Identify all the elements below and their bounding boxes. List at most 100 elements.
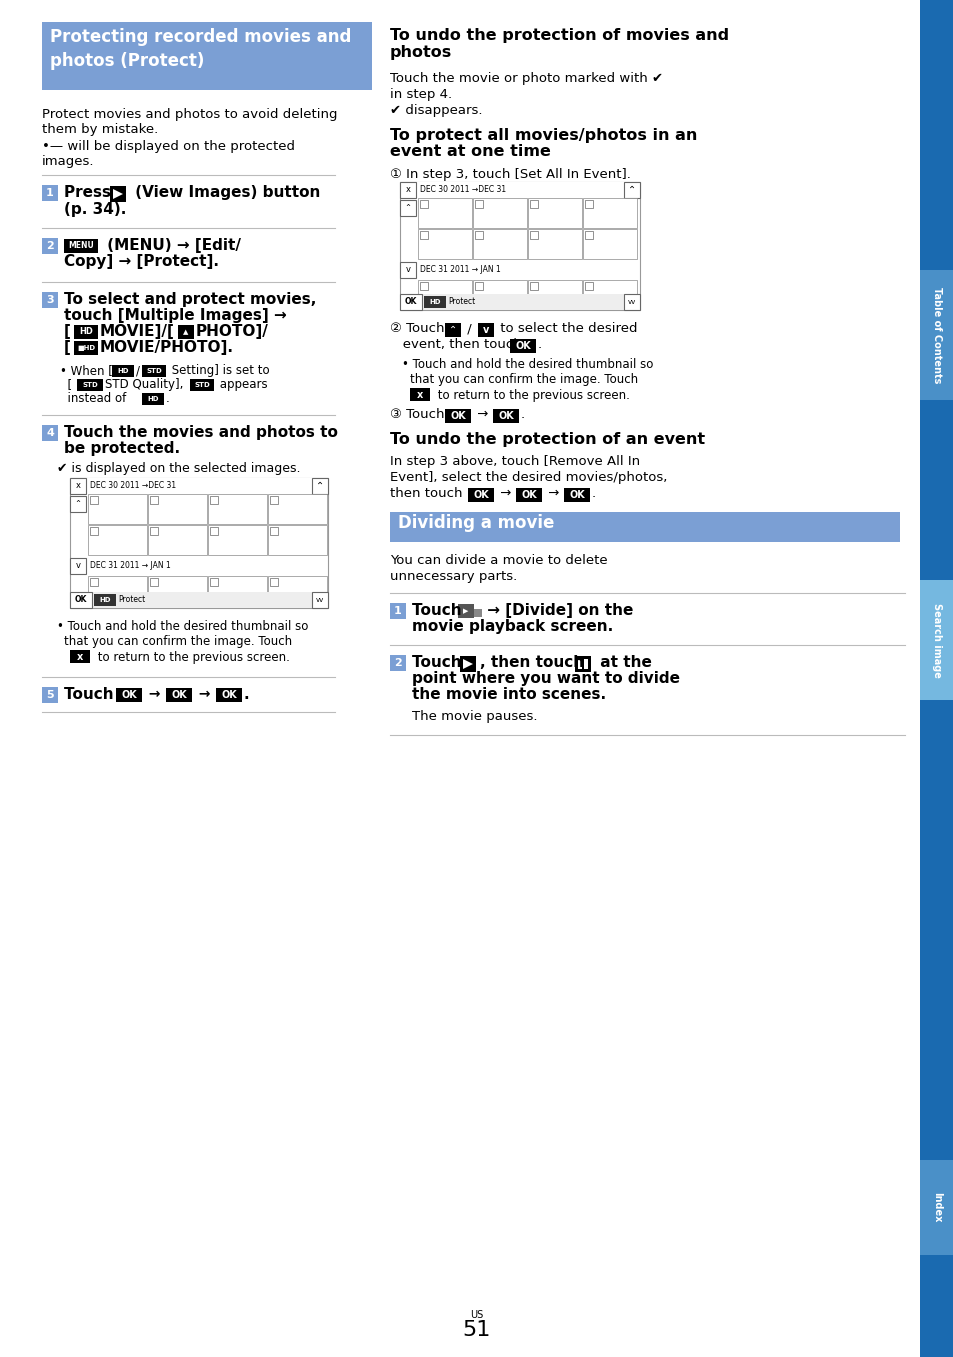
Text: Touch: Touch [412, 603, 466, 617]
Bar [77, 379, 103, 391]
Text: ■HD: ■HD [77, 345, 95, 351]
Text: x: x [405, 186, 410, 194]
Bar [575, 655, 590, 672]
Text: STD: STD [193, 383, 210, 388]
Text: To select and protect movies,: To select and protect movies, [64, 292, 316, 307]
Text: MENU: MENU [68, 242, 93, 251]
Text: vv: vv [315, 597, 324, 603]
Bar [88, 525, 147, 555]
Text: .: . [537, 338, 541, 351]
Bar [74, 341, 98, 356]
Text: instead of: instead of [60, 392, 130, 404]
Bar [210, 497, 218, 503]
Bar [444, 323, 460, 337]
Bar [459, 655, 476, 672]
Text: Touch: Touch [64, 687, 119, 702]
Text: Protecting recorded movies and
photos (Protect): Protecting recorded movies and photos (P… [50, 28, 351, 71]
Bar [419, 231, 428, 239]
Text: to select the desired: to select the desired [496, 322, 637, 335]
Bar [150, 497, 158, 503]
Text: x: x [75, 482, 80, 490]
Text: •— will be displayed on the protected: •— will be displayed on the protected [42, 140, 294, 153]
Bar [268, 525, 327, 555]
Bar [423, 296, 446, 308]
Text: unnecessary parts.: unnecessary parts. [390, 570, 517, 584]
Bar [42, 425, 58, 441]
Text: HD: HD [79, 327, 92, 337]
Text: In step 3 above, touch [Remove All In: In step 3 above, touch [Remove All In [390, 455, 639, 468]
Bar [623, 294, 639, 309]
Bar [70, 497, 86, 512]
Text: the movie into scenes.: the movie into scenes. [412, 687, 605, 702]
Bar [210, 578, 218, 586]
Bar [493, 408, 518, 423]
Text: Table of Contents: Table of Contents [931, 286, 941, 383]
Text: • Touch and hold the desired thumbnail so: • Touch and hold the desired thumbnail s… [401, 358, 653, 370]
Bar [208, 575, 267, 596]
Text: HD: HD [99, 597, 111, 603]
Text: Index: Index [931, 1193, 941, 1223]
Text: STD: STD [146, 368, 162, 375]
Text: HD: HD [147, 396, 158, 402]
Text: vv: vv [627, 299, 636, 305]
Bar [270, 497, 277, 503]
Bar [477, 323, 494, 337]
Text: then touch: then touch [390, 487, 466, 499]
Bar [399, 182, 416, 198]
Text: in step 4.: in step 4. [390, 88, 452, 100]
Text: ⌃: ⌃ [449, 324, 456, 335]
Bar [530, 199, 537, 208]
Text: ▲: ▲ [183, 328, 189, 335]
Text: DEC 31 2011 → JAN 1: DEC 31 2011 → JAN 1 [419, 266, 500, 274]
Bar [527, 229, 581, 259]
Text: Protect movies and photos to avoid deleting: Protect movies and photos to avoid delet… [42, 109, 337, 121]
Text: be protected.: be protected. [64, 441, 180, 456]
Bar [563, 489, 589, 502]
Text: Touch: Touch [412, 655, 466, 670]
Bar [70, 650, 90, 664]
Text: MOVIE]/[: MOVIE]/[ [100, 324, 174, 339]
Text: You can divide a movie to delete: You can divide a movie to delete [390, 554, 607, 567]
Text: OK: OK [569, 490, 584, 499]
Text: ⌃: ⌃ [404, 204, 411, 213]
Text: →: → [144, 687, 165, 702]
Bar [583, 660, 587, 669]
Text: 4: 4 [46, 427, 54, 438]
Text: →: → [543, 487, 563, 499]
Bar [70, 478, 328, 494]
Bar [473, 229, 526, 259]
Text: movie playback screen.: movie playback screen. [412, 619, 613, 634]
Text: event at one time: event at one time [390, 144, 550, 159]
Bar [312, 478, 328, 494]
Text: 2: 2 [46, 242, 53, 251]
Text: →: → [473, 408, 492, 421]
Text: 2: 2 [394, 658, 401, 668]
Text: OK: OK [520, 490, 537, 499]
Bar [919, 579, 953, 700]
Text: Press: Press [64, 185, 116, 199]
Text: DEC 30 2011 →DEC 31: DEC 30 2011 →DEC 31 [419, 186, 506, 194]
Text: →: → [193, 687, 215, 702]
Text: Setting] is set to: Setting] is set to [168, 364, 270, 377]
Text: 1: 1 [394, 607, 401, 616]
Bar [623, 182, 639, 198]
Text: ① In step 3, touch [Set All In Event].: ① In step 3, touch [Set All In Event]. [390, 168, 630, 180]
Text: OK: OK [473, 490, 488, 499]
Text: OK: OK [171, 689, 187, 700]
Bar [148, 494, 207, 524]
Bar [64, 239, 98, 252]
Text: Search image: Search image [931, 603, 941, 677]
Bar [584, 231, 593, 239]
Bar [208, 494, 267, 524]
Text: OK: OK [221, 689, 236, 700]
Text: OK: OK [74, 596, 87, 604]
Bar [399, 294, 639, 309]
Text: US: US [470, 1310, 483, 1320]
Text: OK: OK [121, 689, 136, 700]
Text: point where you want to divide: point where you want to divide [412, 670, 679, 687]
Bar [475, 199, 482, 208]
Text: ⌃: ⌃ [627, 185, 636, 195]
Text: MOVIE/PHOTO].: MOVIE/PHOTO]. [100, 341, 233, 356]
Text: OK: OK [450, 411, 465, 421]
Bar [530, 282, 537, 290]
